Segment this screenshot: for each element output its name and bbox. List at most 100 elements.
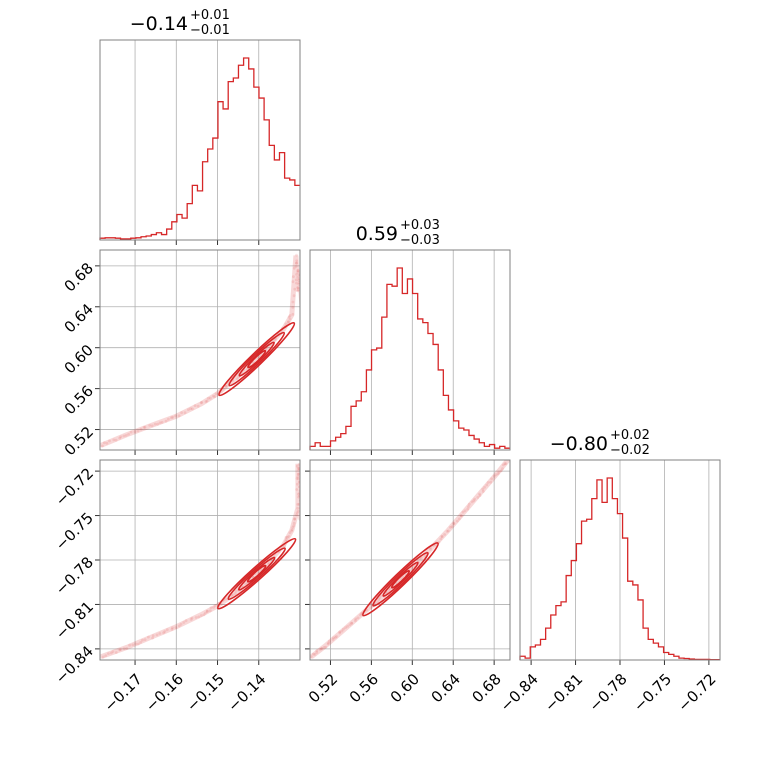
sample-point (143, 638, 147, 642)
sample-point (102, 441, 106, 445)
sample-point (489, 480, 493, 484)
sample-point (297, 502, 300, 506)
sample-point (109, 651, 113, 655)
y-tick-label: −0.72 (52, 464, 97, 509)
sample-point (225, 384, 228, 388)
sample-point (214, 392, 218, 396)
sample-point (291, 312, 295, 316)
sample-point (129, 430, 133, 434)
param-title-upper-1: +0.03 (400, 218, 440, 233)
sample-point (501, 467, 504, 471)
sample-point (189, 407, 193, 410)
sample-point (492, 474, 496, 478)
sample-point (197, 615, 201, 619)
sample-point (470, 500, 474, 504)
sample-point (284, 322, 288, 326)
sample-point (209, 396, 212, 400)
y-tick-label: 0.60 (61, 341, 97, 377)
sample-point (293, 287, 297, 291)
density-band (100, 255, 300, 448)
sample-point (162, 631, 166, 635)
sample-point (346, 625, 349, 628)
sample-point (324, 645, 328, 649)
sample-point (194, 616, 198, 619)
sample-point (344, 626, 347, 629)
sample-point (287, 535, 291, 538)
sample-point (158, 632, 162, 635)
sample-point (497, 470, 501, 474)
sample-point (295, 513, 298, 517)
sample-point (136, 429, 140, 433)
contour-level (372, 551, 429, 607)
sample-point (170, 416, 173, 420)
y-tick-label: −0.75 (52, 509, 97, 554)
sample-point (153, 422, 157, 426)
sample-point (312, 652, 315, 656)
sample-point (294, 278, 298, 282)
sample-point (490, 477, 493, 481)
sample-point (294, 265, 298, 268)
x-tick-label: 0.56 (346, 670, 382, 706)
sample-point (315, 649, 319, 653)
axes-frame (309, 459, 511, 661)
scatter-panel-0-1 (95, 249, 304, 455)
sample-point (399, 577, 403, 581)
sample-point (297, 492, 300, 496)
sample-point (315, 651, 319, 654)
sample-point (182, 621, 186, 624)
sample-point (449, 526, 452, 529)
sample-point (105, 441, 109, 445)
sample-point (122, 434, 126, 438)
sample-point (118, 436, 122, 440)
y-tick-label: 0.56 (61, 382, 97, 418)
sample-point (504, 462, 508, 466)
sample-point (101, 444, 104, 448)
sample-point (340, 629, 344, 633)
sample-point (295, 281, 298, 285)
sample-point (327, 641, 330, 645)
sample-point (423, 554, 427, 558)
sample-point (288, 314, 292, 317)
sample-point (313, 653, 317, 656)
sample-point (301, 294, 304, 297)
sample-point (131, 643, 135, 647)
param-title-lower-1: −0.03 (400, 233, 440, 248)
sample-point (171, 415, 175, 419)
sample-point (297, 485, 300, 489)
param-title-upper-2: +0.02 (610, 428, 650, 443)
sample-point (443, 533, 446, 536)
sample-point (331, 638, 335, 641)
contour-level (247, 349, 267, 369)
sample-point (318, 648, 322, 651)
sample-point (171, 626, 174, 630)
sample-point (151, 634, 155, 638)
x-tick-label: −0.72 (674, 670, 719, 715)
sample-point (125, 647, 129, 650)
sample-point (124, 434, 128, 437)
sample-point (295, 477, 299, 480)
sample-point (213, 395, 217, 399)
sample-point (296, 506, 299, 510)
sample-point (151, 636, 155, 640)
sample-point (291, 306, 295, 309)
sample-point (297, 463, 300, 466)
sample-point (335, 635, 338, 638)
density-band (100, 463, 300, 659)
sample-point (134, 642, 138, 646)
sample-point (320, 647, 323, 651)
sample-point (127, 432, 130, 436)
sample-point (296, 286, 300, 290)
sample-point (452, 522, 456, 526)
sample-point (235, 377, 239, 381)
sample-point (293, 517, 296, 521)
sample-point (460, 514, 463, 518)
sample-point (180, 411, 184, 415)
param-title-1: 0.59 (356, 223, 398, 245)
y-tick-label: −0.81 (52, 598, 97, 643)
sample-point (212, 606, 216, 609)
sample-point (296, 270, 300, 274)
sample-point (295, 253, 298, 257)
sample-point (326, 642, 330, 646)
sample-point (143, 425, 147, 429)
sample-point (295, 261, 298, 265)
